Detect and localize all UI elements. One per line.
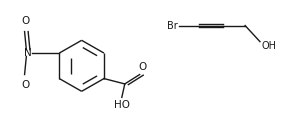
Text: HO: HO [114, 100, 130, 110]
Text: N: N [24, 48, 32, 58]
Text: O: O [21, 80, 30, 90]
Text: O: O [138, 62, 146, 72]
Text: OH: OH [262, 41, 277, 51]
Text: Br: Br [167, 21, 178, 31]
Text: O: O [21, 16, 30, 26]
